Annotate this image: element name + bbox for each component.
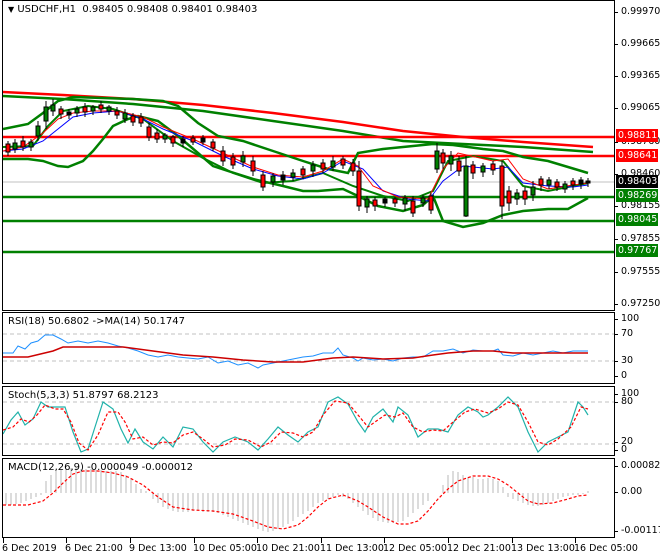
rsi-pane[interactable]: RSI(18) 50.6802 ->MA(14) 50.1747	[2, 312, 615, 384]
x-label: 6 Dec 21:00	[65, 543, 123, 554]
price-tick: 0.97555	[613, 266, 660, 277]
stoch-d-line	[3, 400, 589, 451]
x-tick	[384, 538, 385, 543]
macd-tick: 0.000825	[613, 460, 660, 471]
x-label: 9 Dec 13:00	[129, 543, 187, 554]
x-label: 12 Dec 05:00	[383, 543, 447, 554]
rsi-title: RSI(18) 50.6802 ->MA(14) 50.1747	[8, 316, 185, 327]
macd-histogram	[5, 468, 589, 532]
current-price-tag: 0.98403	[616, 175, 658, 188]
stoch-tick: 80	[613, 396, 633, 407]
stoch-tick: 20	[613, 436, 633, 447]
x-label: 10 Dec 21:00	[256, 543, 320, 554]
x-tick	[130, 538, 131, 543]
chart-header: ▼ USDCHF,H1 0.98405 0.98408 0.98401 0.98…	[8, 4, 257, 15]
stoch-tick: 0	[613, 444, 627, 455]
support-tag-2: 0.98045	[616, 213, 658, 226]
price-tick: 0.98460	[613, 168, 660, 179]
macd-pane[interactable]: MACD(12,26,9) -0.000049 -0.000012	[2, 458, 615, 538]
x-tick	[575, 538, 576, 543]
stoch-tick: 100	[613, 388, 639, 399]
rsi-tick: 70	[613, 328, 633, 339]
stoch-title: Stoch(5,3,3) 51.8797 68.2123	[8, 390, 159, 401]
x-tick	[3, 538, 4, 543]
macd-tick: 0.00	[613, 486, 642, 497]
rsi-tick: 0	[613, 370, 627, 381]
price-tick: 0.99970	[613, 6, 660, 17]
stoch-axis: 100 80 20 0	[613, 386, 660, 456]
x-label: 12 Dec 21:00	[447, 543, 511, 554]
x-tick	[321, 538, 322, 543]
symbol-label: USDCHF,H1	[17, 4, 77, 15]
macd-axis: 0.000825 0.00 -0.001175	[613, 458, 660, 538]
x-tick	[448, 538, 449, 543]
resistance-tag-2: 0.98641	[616, 149, 658, 162]
macd-signal-line	[3, 470, 589, 530]
x-label: 16 Dec 05:00	[574, 543, 638, 554]
x-label: 11 Dec 13:00	[320, 543, 384, 554]
x-tick	[257, 538, 258, 543]
x-label: 6 Dec 2019	[2, 543, 57, 554]
ohlc-values: 0.98405 0.98408 0.98401 0.98403	[82, 4, 258, 15]
price-tick: 0.99065	[613, 102, 660, 113]
rsi-chart-canvas	[3, 333, 614, 369]
macd-title: MACD(12,26,9) -0.000049 -0.000012	[8, 462, 193, 473]
macd-tick: -0.001175	[614, 525, 660, 536]
x-tick	[194, 538, 195, 543]
price-tick: 0.97855	[613, 233, 660, 244]
bollinger-upper	[3, 95, 589, 175]
price-tick: 0.99665	[613, 38, 660, 49]
macd-chart-canvas	[3, 468, 589, 532]
rsi-tick: 100	[613, 313, 639, 324]
price-tick: 0.99365	[613, 70, 660, 81]
collapse-icon[interactable]: ▼	[8, 5, 15, 14]
x-label: 10 Dec 05:00	[193, 543, 257, 554]
stoch-chart-canvas	[3, 396, 614, 454]
x-label: 13 Dec 13:00	[511, 543, 575, 554]
support-tag-3: 0.97767	[616, 244, 658, 257]
x-tick	[66, 538, 67, 543]
rsi-tick: 30	[613, 355, 633, 366]
resistance-tag-1: 0.98811	[616, 129, 658, 142]
rsi-axis: 100 70 30 0	[613, 312, 660, 384]
price-tick: 0.97250	[613, 298, 660, 309]
time-axis: 6 Dec 2019 6 Dec 21:00 9 Dec 13:00 10 De…	[0, 543, 660, 560]
support-tag-1: 0.98269	[616, 189, 658, 202]
stochastic-pane[interactable]: Stoch(5,3,3) 51.8797 68.2123	[2, 386, 615, 456]
main-price-pane[interactable]: ▼ USDCHF,H1 0.98405 0.98408 0.98401 0.98…	[2, 0, 615, 311]
x-tick	[512, 538, 513, 543]
price-chart-canvas	[3, 90, 614, 254]
candlesticks	[5, 99, 591, 219]
long-ma-green	[3, 94, 594, 154]
rsi-ma-line	[3, 346, 588, 363]
price-tick: 0.98155	[613, 200, 660, 211]
